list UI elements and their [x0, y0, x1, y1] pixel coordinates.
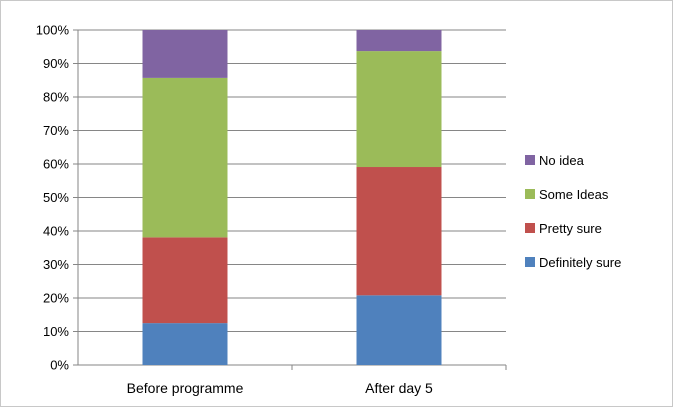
legend-swatch — [525, 257, 535, 267]
bar-segment — [356, 167, 442, 296]
bar-segment — [142, 77, 228, 238]
y-tick-label: 70% — [43, 123, 69, 138]
y-tick-label: 90% — [43, 56, 69, 71]
y-tick-label: 30% — [43, 257, 69, 272]
legend-label: Some Ideas — [539, 187, 609, 202]
y-tick-label: 80% — [43, 90, 69, 105]
gridlines — [78, 29, 506, 332]
legend-label: Definitely sure — [539, 255, 621, 270]
legend-swatch — [525, 223, 535, 233]
legend-swatch — [525, 189, 535, 199]
legend-label: Pretty sure — [539, 221, 602, 236]
bar-segment — [142, 323, 228, 365]
bar-segment — [356, 295, 442, 365]
y-tick-label: 50% — [43, 190, 69, 205]
bar-segment — [356, 30, 442, 52]
bar-segment — [142, 30, 228, 78]
legend: No idea Some Ideas Pretty sure Definitely s… — [525, 153, 621, 270]
y-tick-label: 0% — [50, 358, 69, 373]
bar-segment — [356, 51, 442, 168]
y-axis-tick-labels: 0% 10% 20% 30% 40% 50% 60% 70% 80% 90% 100% — [36, 23, 70, 373]
y-tick-label: 20% — [43, 291, 69, 306]
x-tick-label: Before programme — [127, 380, 244, 396]
y-tick-label: 100% — [36, 23, 70, 38]
y-tick-label: 60% — [43, 157, 69, 172]
y-tick-label: 10% — [43, 324, 69, 339]
bar-segment — [142, 237, 228, 324]
legend-swatch — [525, 155, 535, 165]
y-tick-label: 40% — [43, 224, 69, 239]
x-axis-tick-labels: Before programme After day 5 — [127, 380, 433, 396]
x-tick-label: After day 5 — [365, 380, 433, 396]
legend-label: No idea — [539, 153, 585, 168]
bars — [142, 30, 442, 365]
